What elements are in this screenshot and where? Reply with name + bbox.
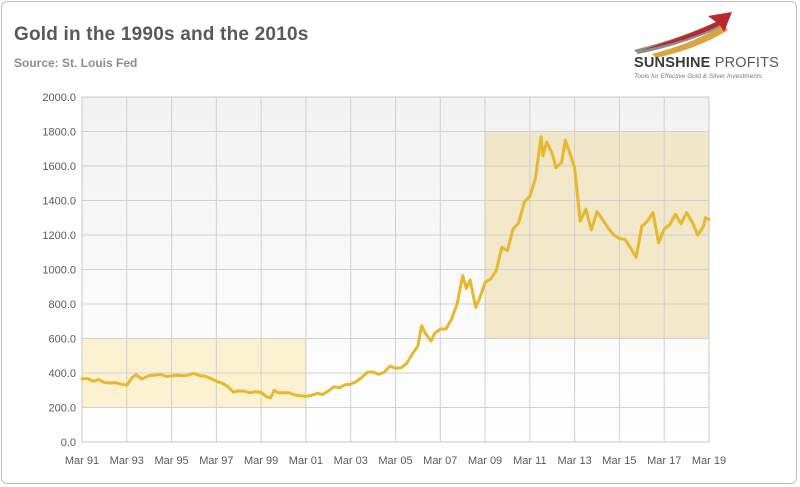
y-tick-label: 400.0: [48, 368, 76, 380]
x-tick-label: Mar 09: [468, 455, 502, 467]
x-tick-label: Mar 93: [110, 455, 144, 467]
logo-tagline: Tools for Effective Gold & Silver Invest…: [634, 73, 763, 80]
x-tick-label: Mar 19: [692, 455, 726, 467]
logo-name-bold: SUNSHINE: [634, 55, 711, 71]
y-tick-label: 600.0: [48, 334, 76, 346]
y-tick-label: 0.0: [61, 437, 76, 449]
x-tick-label: Mar 95: [154, 455, 188, 467]
x-tick-label: Mar 01: [289, 455, 323, 467]
x-tick-label: Mar 11: [513, 455, 546, 467]
logo-name-light: PROFITS: [714, 55, 780, 71]
x-tick-label: Mar 05: [378, 455, 412, 467]
y-tick-label: 800.0: [48, 299, 76, 311]
y-tick-label: 1400.0: [42, 196, 76, 208]
logo-swoosh-icon: [634, 12, 732, 58]
chart-title: Gold in the 1990s and the 2010s: [14, 24, 309, 45]
x-tick-label: Mar 99: [244, 455, 278, 467]
x-tick-label: Mar 97: [199, 455, 233, 467]
y-tick-label: 1000.0: [42, 265, 76, 277]
x-tick-label: Mar 17: [647, 455, 681, 467]
y-tick-label: 200.0: [48, 403, 76, 415]
logo-name: SUNSHINE PROFITS: [634, 55, 779, 71]
gold-price-series-line: [80, 135, 711, 400]
y-tick-label: 2000.0: [42, 92, 76, 104]
plot-border: [81, 96, 710, 443]
chart-subtitle: Source: St. Louis Fed: [14, 56, 138, 70]
y-tick-label: 1200.0: [42, 230, 76, 242]
x-tick-label: Mar 91: [65, 455, 99, 467]
x-tick-label: Mar 03: [334, 455, 368, 467]
y-tick-label: 1600.0: [42, 161, 76, 173]
x-tick-label: Mar 15: [602, 455, 636, 467]
x-tick-label: Mar 07: [423, 455, 457, 467]
sunshine-profits-logo: SUNSHINE PROFITS Tools for Effective Gol…: [612, 10, 787, 85]
x-tick-label: Mar 13: [558, 455, 592, 467]
y-tick-label: 1800.0: [42, 127, 76, 139]
